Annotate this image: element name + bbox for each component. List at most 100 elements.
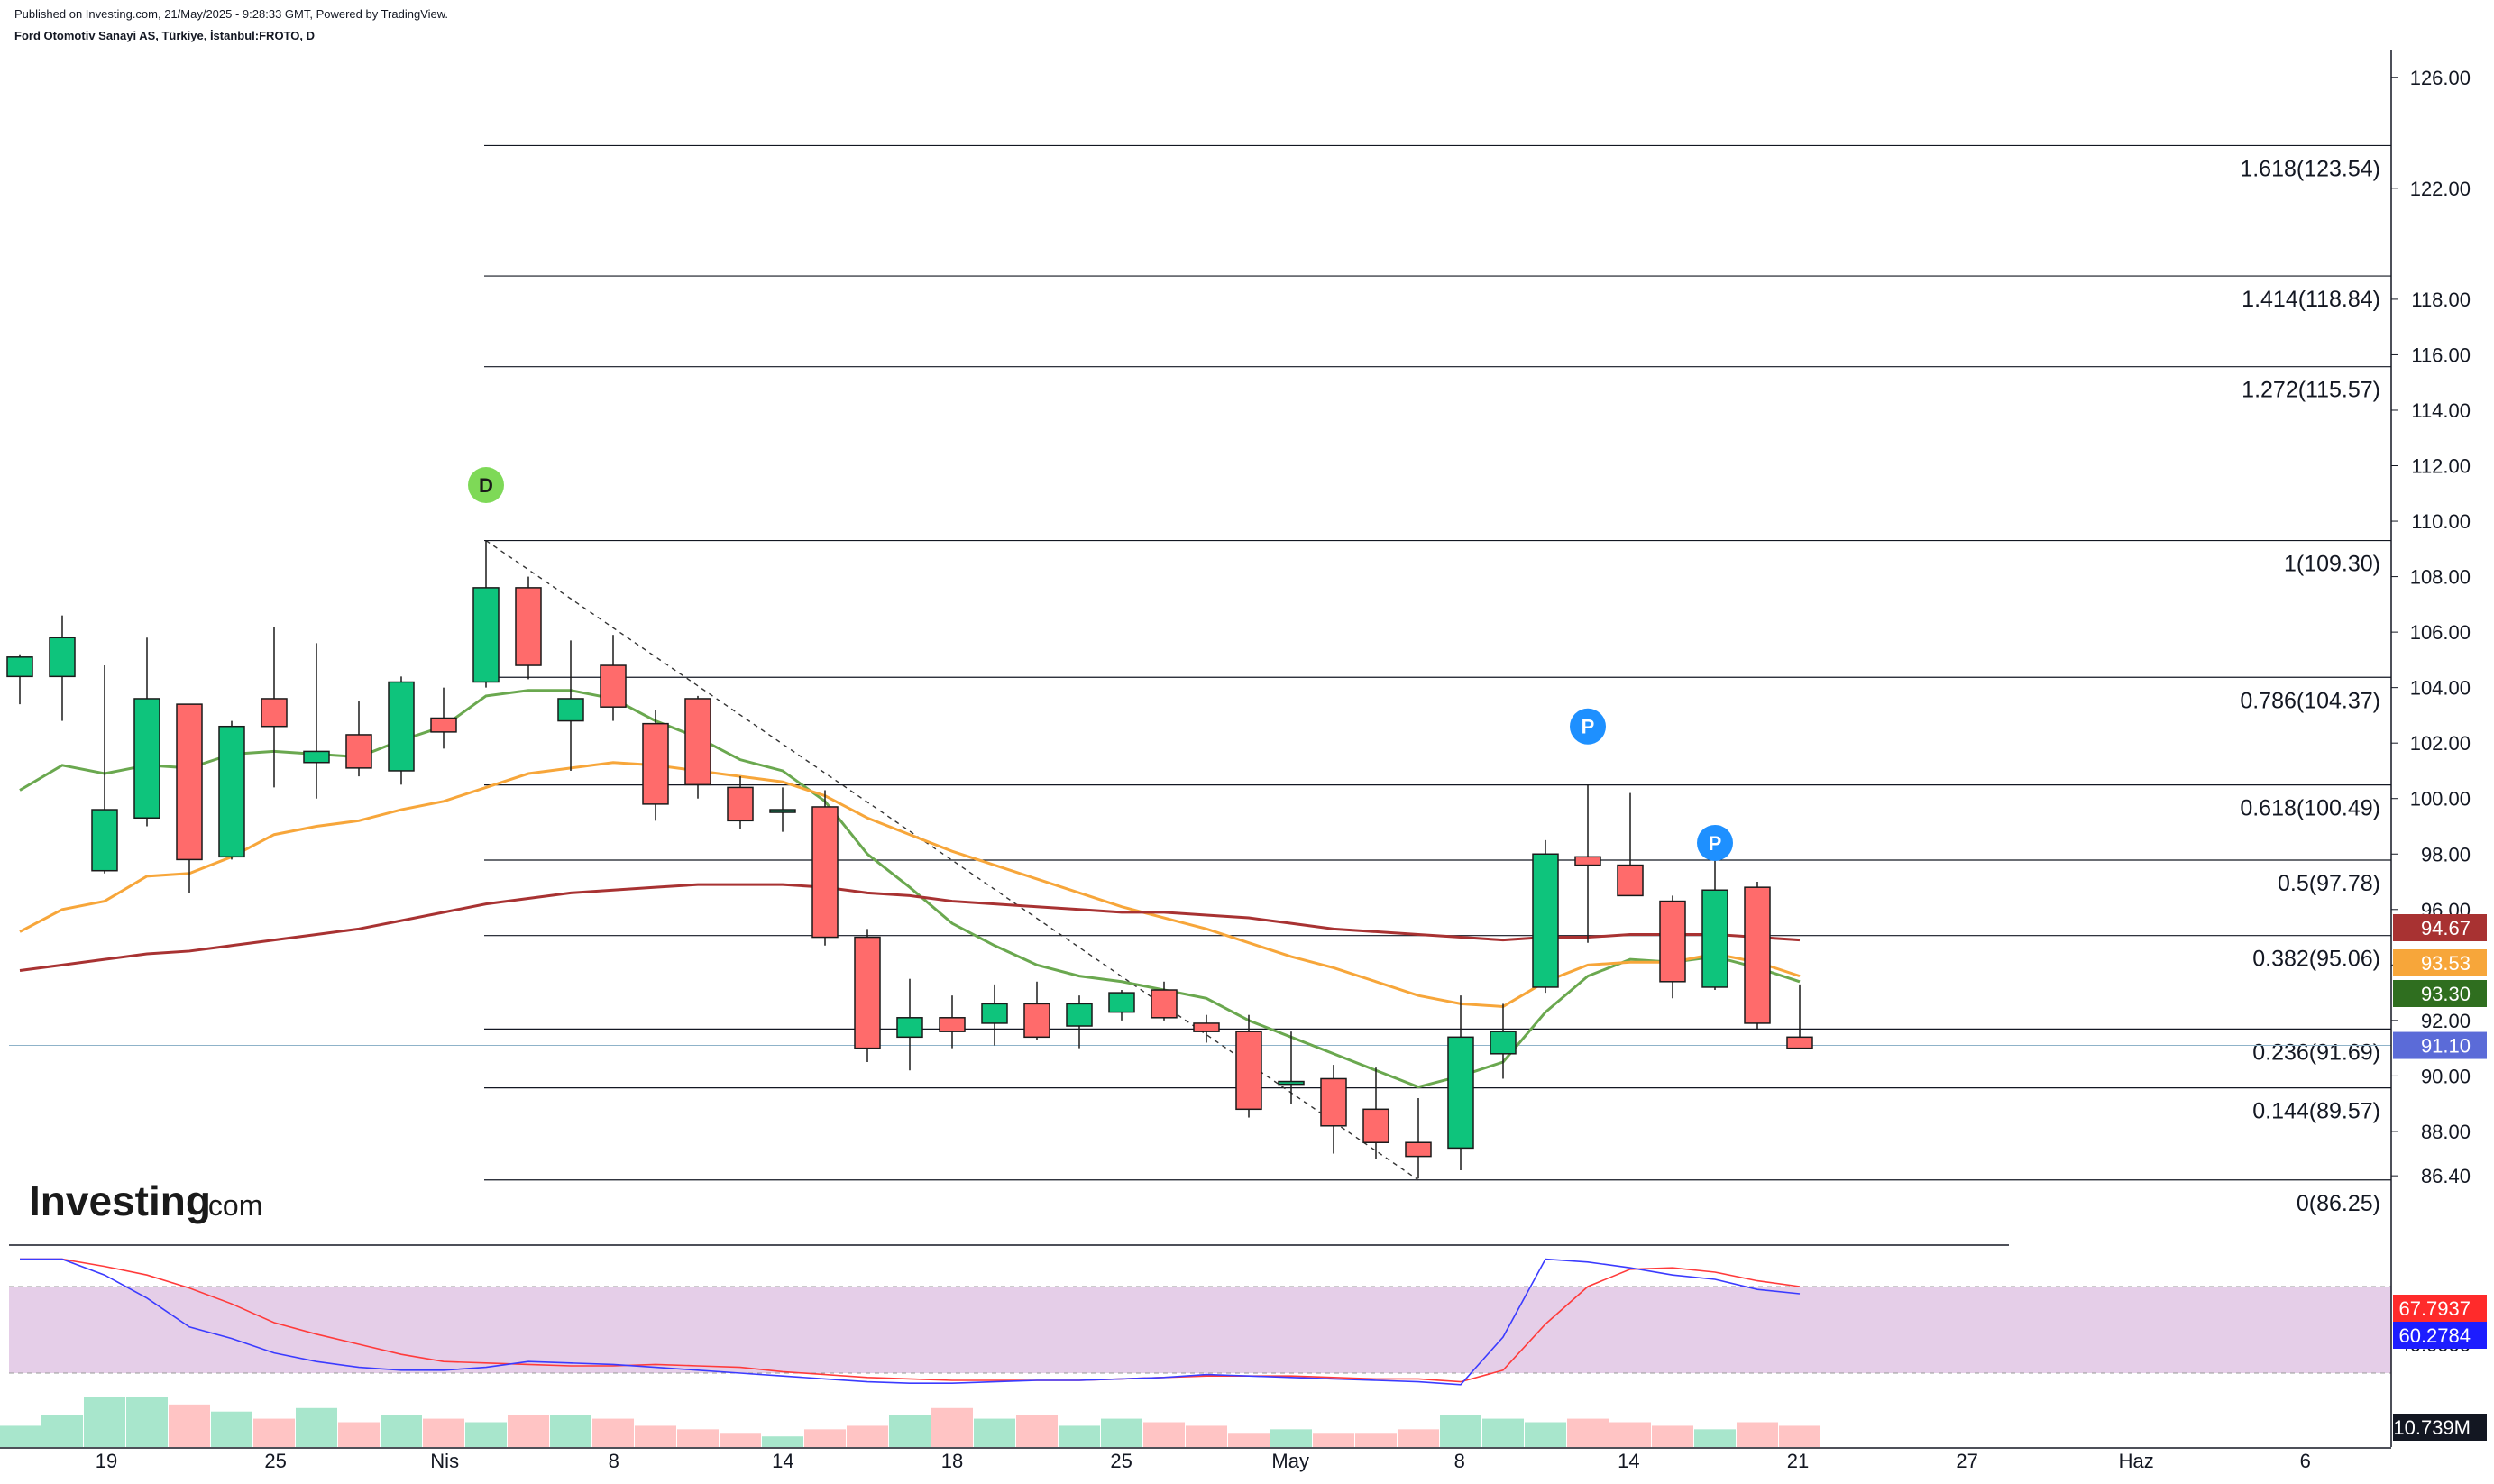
candle	[1151, 981, 1178, 1021]
x-tick-label: 8	[1454, 1450, 1465, 1472]
y-tick-label: 98.00	[2421, 843, 2471, 866]
candle-body	[1744, 886, 1771, 1024]
candle-body	[1490, 1031, 1517, 1055]
candle	[1108, 990, 1135, 1021]
y-tick-label: 104.00	[2410, 677, 2471, 700]
volume-bar	[1101, 1418, 1142, 1447]
candle	[49, 615, 76, 721]
last-price-tag: 91.10	[2393, 1031, 2487, 1059]
candle-body	[176, 703, 203, 861]
logo-brand: Investing	[29, 1177, 211, 1224]
ema-mid-value-tag: 93.53	[2393, 949, 2487, 976]
volume-bar	[508, 1415, 549, 1447]
y-tick-label: 108.00	[2410, 566, 2471, 589]
candle-body	[1659, 900, 1686, 983]
candle	[6, 654, 33, 705]
y-tick-label: 112.00	[2411, 455, 2471, 478]
volume-bar	[41, 1415, 83, 1447]
volume-bar	[126, 1397, 168, 1447]
investing-logo: Investing .com	[29, 1177, 262, 1224]
candle-body	[1701, 889, 1728, 988]
candle	[1320, 1065, 1347, 1154]
published-line: Published on Investing.com, 21/May/2025 …	[14, 7, 449, 21]
candle-body	[430, 717, 457, 733]
volume-bar	[1398, 1429, 1439, 1447]
candle	[1447, 995, 1474, 1171]
stochastic-k-line	[20, 1258, 1801, 1386]
x-tick-label: May	[1271, 1450, 1309, 1472]
candle-body	[1362, 1108, 1389, 1143]
volume-bar	[1779, 1425, 1820, 1447]
volume-bar	[1609, 1422, 1651, 1447]
candle	[1659, 895, 1686, 999]
fib-level-label: 0.618(100.49)	[2240, 796, 2380, 821]
candle-body	[1617, 864, 1644, 897]
candle	[684, 695, 711, 799]
candle	[981, 984, 1008, 1046]
trend-line	[485, 540, 1419, 1181]
candle	[91, 665, 118, 874]
candle	[133, 637, 160, 827]
y-tick-label: 88.00	[2421, 1121, 2471, 1143]
candle-body	[1786, 1036, 1813, 1049]
candle	[1490, 1003, 1517, 1079]
y-tick-label: 100.00	[2410, 788, 2471, 811]
volume-bar	[1313, 1433, 1354, 1447]
volume-bar	[1440, 1415, 1481, 1447]
candle	[854, 929, 881, 1063]
volume-bar	[84, 1397, 125, 1447]
volume-bar	[550, 1415, 591, 1447]
candle	[388, 676, 415, 785]
candle-body	[811, 806, 839, 939]
volume-bar	[465, 1422, 507, 1447]
candle-body	[345, 734, 372, 769]
y-tick-label: 114.00	[2411, 399, 2471, 422]
candle	[811, 790, 839, 946]
signal-circle	[1570, 708, 1606, 745]
x-tick-label: 19	[96, 1450, 117, 1472]
candle	[1278, 1031, 1305, 1104]
candle-body	[1023, 1003, 1050, 1039]
candle-body	[1574, 856, 1601, 866]
volume-value-tag: 10.739M	[2393, 1414, 2487, 1441]
signal-p-marker: P	[1570, 708, 1606, 745]
candle	[1193, 1014, 1220, 1043]
stoch-k-value-tag-text: 60.2784	[2398, 1324, 2471, 1347]
volume-bar	[1228, 1433, 1270, 1447]
volume-bar	[381, 1415, 422, 1447]
volume-bar	[1059, 1425, 1100, 1447]
volume-bar	[0, 1425, 41, 1447]
candle-body	[939, 1017, 966, 1032]
price-labels-layer: 94.67 93.53 93.30 91.10 67.7937 60.2784 10.739…	[2393, 914, 2487, 1441]
x-tick-label: 27	[1956, 1450, 1977, 1472]
candle-body	[981, 1003, 1008, 1024]
y-tick-label: 102.00	[2410, 732, 2471, 755]
stoch-k-value-tag: 60.2784	[2393, 1322, 2487, 1349]
candle-body	[1278, 1080, 1305, 1086]
signal-label: P	[1582, 716, 1595, 738]
x-tick-label: 25	[264, 1450, 286, 1472]
axis-layer: 86.4088.0090.0092.0094.0096.0098.00100.0…	[0, 50, 2471, 1472]
y-tick-label: 116.00	[2411, 344, 2471, 366]
fibonacci-layer: 1.618(123.54) 1.414(118.84) 1.272(115.57) 1…	[9, 144, 2391, 1216]
volume-bar	[1525, 1422, 1566, 1447]
volume-bar	[931, 1407, 973, 1447]
candle-body	[6, 656, 33, 678]
candle-body	[1193, 1022, 1220, 1032]
volume-value-tag-bg	[2393, 1414, 2487, 1441]
candle	[557, 640, 584, 771]
volume-bar	[1737, 1422, 1778, 1447]
volume-bar	[169, 1404, 210, 1447]
candle	[896, 978, 923, 1071]
ema-slow-value-tag-text: 94.67	[2421, 917, 2471, 939]
candle-body	[218, 725, 245, 858]
x-tick-label: 14	[1618, 1450, 1639, 1472]
signal-label: P	[1709, 832, 1722, 855]
candle	[1786, 984, 1813, 1049]
candle	[515, 576, 542, 680]
candle-body	[1151, 989, 1178, 1019]
signal-d-marker: D	[468, 467, 504, 504]
candle-body	[642, 722, 669, 805]
signal-label: D	[479, 474, 493, 497]
